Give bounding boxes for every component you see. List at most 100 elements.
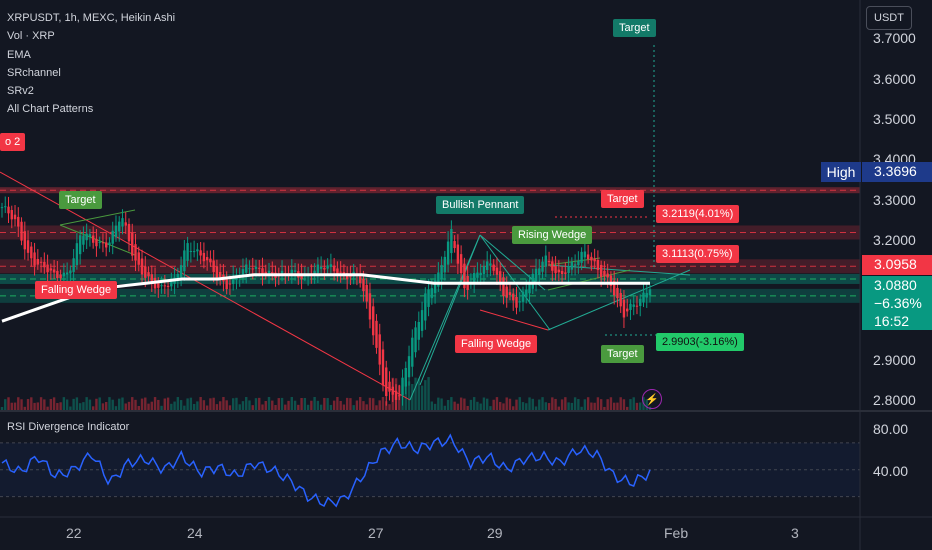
falling-wedge-label-bottom[interactable]: Falling Wedge — [455, 335, 538, 353]
candle-body — [557, 269, 561, 273]
time-tick: 22 — [66, 525, 82, 541]
candle-body — [427, 289, 430, 307]
candle-body — [358, 274, 362, 283]
volume-bar — [114, 406, 118, 410]
volume-bar — [531, 398, 534, 410]
candle-body — [170, 281, 173, 287]
volume-bar — [358, 397, 362, 410]
volume-bar — [570, 402, 574, 410]
volume-bar — [10, 402, 13, 410]
volume-bar — [46, 406, 49, 410]
bar-countdown: 16:52 — [862, 312, 932, 330]
volume-bars — [0, 377, 652, 410]
volume-bar — [280, 397, 284, 410]
candle-body — [225, 277, 228, 290]
lightning-icon[interactable]: ⚡ — [642, 389, 662, 409]
volume-bar — [534, 406, 538, 410]
target-label-top[interactable]: Target — [613, 19, 656, 37]
volume-bar — [72, 398, 75, 410]
legend-line-ema[interactable]: EMA — [7, 48, 31, 61]
candle-body — [521, 291, 525, 302]
volume-bar — [499, 401, 502, 410]
rising-wedge-label[interactable]: Rising Wedge — [512, 226, 593, 244]
volume-bar — [476, 401, 479, 410]
target-lower-percent[interactable]: 3.1113(0.75%) — [656, 245, 739, 263]
volume-bar — [52, 397, 56, 410]
volume-bar — [463, 398, 466, 410]
volume-bar — [111, 399, 114, 410]
target-label-mid[interactable]: Target — [601, 190, 644, 208]
candle-body — [108, 242, 111, 245]
target-label-left[interactable]: Target — [59, 191, 102, 209]
candle-body — [606, 273, 609, 278]
candle-body — [544, 255, 547, 267]
candle-body — [157, 283, 160, 288]
candle-body — [267, 270, 271, 274]
candle-body — [215, 266, 219, 278]
legend-line-srv2[interactable]: SRv2 — [7, 85, 34, 98]
volume-bar — [157, 399, 160, 410]
legend-line-patterns[interactable]: All Chart Patterns — [7, 103, 94, 116]
volume-bar — [271, 400, 274, 410]
target-down-percent[interactable]: 2.9903(-3.16%) — [656, 333, 744, 351]
candle-body — [251, 268, 254, 270]
volume-bar — [352, 405, 355, 410]
volume-bar — [254, 398, 258, 410]
volume-bar — [78, 403, 82, 410]
currency-button[interactable]: USDT — [866, 6, 912, 30]
rsi-panel — [0, 433, 860, 508]
volume-bar — [420, 385, 424, 410]
candle-body — [645, 293, 648, 298]
candle-body — [150, 274, 153, 282]
candle-body — [339, 271, 342, 273]
candle-body — [65, 272, 69, 275]
candle-body — [547, 261, 551, 263]
legend-title[interactable]: XRPUSDT, 1h, MEXC, Heikin Ashi — [7, 12, 176, 24]
volume-bar — [603, 406, 606, 410]
candle-body — [570, 261, 574, 270]
volume-bar — [407, 381, 411, 410]
time-tick: Feb — [664, 525, 689, 541]
volume-bar — [248, 400, 251, 410]
volume-bar — [512, 406, 515, 410]
volume-bar — [95, 398, 98, 410]
candle-body — [114, 225, 118, 238]
volume-bar — [205, 405, 209, 410]
candle-body — [336, 268, 339, 275]
target-upper-percent[interactable]: 3.2119(4.01%) — [656, 205, 740, 223]
legend-line-vol[interactable]: Vol · XRP — [7, 30, 55, 43]
candle-body — [160, 285, 163, 287]
volume-bar — [258, 397, 261, 410]
candle-body — [629, 303, 632, 310]
candle-body — [538, 268, 541, 276]
candle-body — [362, 278, 365, 292]
volume-bar — [551, 397, 554, 410]
volume-bar — [192, 403, 196, 410]
candle-body — [381, 349, 385, 386]
candle-body — [648, 289, 652, 296]
volume-bar — [62, 397, 66, 410]
rsi-title[interactable]: RSI Divergence Indicator — [7, 421, 130, 433]
volume-bar — [560, 399, 564, 410]
volume-bar — [189, 397, 193, 410]
volume-bar — [433, 403, 437, 410]
target-label-bottom[interactable]: Target — [601, 345, 644, 363]
volume-bar — [557, 406, 561, 410]
falling-wedge-label-left[interactable]: Falling Wedge — [35, 281, 118, 299]
legend-line-srchannel[interactable]: SRchannel — [7, 66, 61, 79]
candle-body — [323, 267, 326, 270]
candle-body — [111, 230, 114, 244]
volume-bar — [622, 399, 626, 410]
volume-bar — [427, 377, 430, 410]
candle-body — [512, 293, 515, 301]
volume-bar — [437, 397, 440, 410]
edge-badge[interactable]: o 2 — [0, 133, 26, 151]
volume-bar — [453, 401, 456, 410]
candle-body — [46, 264, 49, 273]
candle-body — [345, 273, 349, 280]
volume-bar — [515, 399, 518, 410]
bullish-pennant-label[interactable]: Bullish Pennant — [436, 196, 525, 214]
candle-body — [388, 381, 391, 392]
candle-body — [398, 395, 401, 397]
